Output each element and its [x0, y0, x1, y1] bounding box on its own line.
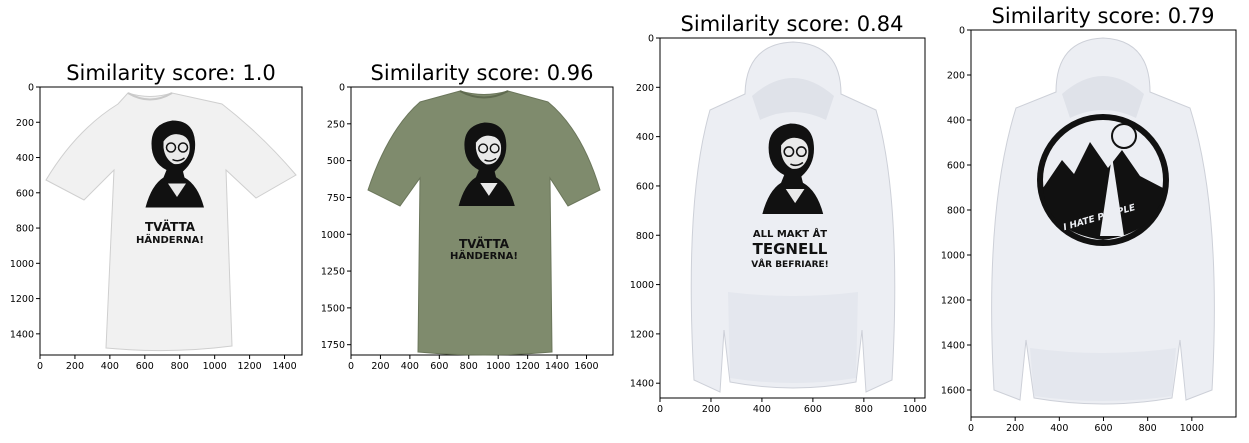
- panel-2-ytick-label: 0: [339, 83, 345, 94]
- panel-2-xtick-label: 1000: [486, 361, 510, 372]
- panel-1-ytick-label: 1200: [10, 294, 34, 305]
- panel-3-ytick-label: 600: [636, 181, 654, 192]
- panel-2: Similarity score: 0.96 TVÄTTA HÄNDERNA! …: [321, 61, 614, 373]
- panel-3-xtick-label: 400: [753, 404, 771, 415]
- panel-4-ytick-label: 0: [959, 26, 965, 37]
- panel-1-ytick-label: 400: [16, 153, 34, 164]
- panel-3-print-line-1: ALL MAKT ÅT: [753, 227, 827, 240]
- panel-4-ytick-label: 1400: [941, 341, 965, 352]
- panel-3-xtick-label: 0: [657, 404, 663, 415]
- panel-1-xtick-label: 400: [101, 361, 119, 372]
- panel-2-xtick-label: 1600: [574, 361, 598, 372]
- panel-1-xtick-label: 0: [37, 361, 43, 372]
- panel-1-ytick-label: 800: [16, 224, 34, 235]
- panel-4-image: I HATE PEOPLE: [991, 37, 1215, 405]
- panel-2-ytick-label: 1250: [321, 267, 345, 278]
- panel-3-ytick-label: 800: [636, 231, 654, 242]
- panel-2-xtick-label: 0: [348, 361, 354, 372]
- panel-2-ytick-label: 1750: [321, 340, 345, 351]
- panel-2-print-line-2: HÄNDERNA!: [450, 248, 518, 262]
- panel-3-ytick-label: 1200: [630, 329, 654, 340]
- panel-1-print-line-1: TVÄTTA: [145, 219, 196, 234]
- panel-2-ticks: 0 200 400 600 800 1000 1200 1400 1600 0 250 500 750 1…: [321, 83, 599, 373]
- panel-4-xtick-label: 0: [968, 423, 974, 434]
- panel-4-ytick-label: 1000: [941, 251, 965, 262]
- panel-1-xtick-label: 1400: [272, 361, 296, 372]
- panel-1-xtick-label: 1200: [238, 361, 262, 372]
- panel-1-xtick-label: 800: [171, 361, 189, 372]
- panel-3-xtick-label: 200: [702, 404, 720, 415]
- panel-4-ytick-label: 1200: [941, 296, 965, 307]
- panel-2-xtick-label: 600: [430, 361, 448, 372]
- panel-3-ytick-label: 0: [648, 34, 654, 45]
- panel-3-print-line-3: VÅR BEFRIARE!: [751, 259, 829, 270]
- panel-4-xtick-label: 200: [1006, 423, 1024, 434]
- panel-4-ytick-label: 800: [947, 206, 965, 217]
- panel-4-ytick-label: 600: [947, 161, 965, 172]
- panel-4-xtick-label: 800: [1139, 423, 1157, 434]
- panel-2-ytick-label: 500: [327, 156, 345, 167]
- panel-4-xtick-label: 1000: [1180, 423, 1204, 434]
- panel-4-ytick-label: 200: [947, 71, 965, 82]
- panel-4-ticks: 0 200 400 600 800 1000 0 200 400 600 800 1000 1200 14…: [941, 26, 1204, 435]
- panel-2-ytick-label: 750: [327, 193, 345, 204]
- panel-2-title: Similarity score: 0.96: [371, 61, 594, 85]
- panel-1-ytick-label: 1000: [10, 259, 34, 270]
- panel-3-image: ALL MAKT ÅT TEGNELL VÅR BEFRIARE!: [690, 41, 896, 393]
- panel-1-ytick-label: 200: [16, 118, 34, 129]
- panel-2-xtick-label: 800: [460, 361, 478, 372]
- panel-3-ytick-label: 1000: [630, 280, 654, 291]
- panel-2-xtick-label: 200: [371, 361, 389, 372]
- panel-2-image: TVÄTTA HÄNDERNA!: [367, 90, 601, 356]
- panel-3-ytick-label: 400: [636, 132, 654, 143]
- panel-1-xtick-label: 600: [136, 361, 154, 372]
- panel-4-xtick-label: 600: [1094, 423, 1112, 434]
- panel-2-xtick-label: 400: [401, 361, 419, 372]
- panel-2-print-line-1: TVÄTTA: [459, 236, 510, 251]
- panel-3-ytick-label: 200: [636, 83, 654, 94]
- panel-1-title: Similarity score: 1.0: [66, 61, 276, 85]
- panel-4-ytick-label: 1600: [941, 386, 965, 397]
- panel-3-xtick-label: 600: [804, 404, 822, 415]
- panel-2-ytick-label: 1000: [321, 230, 345, 241]
- panel-4-print: I HATE PEOPLE: [1037, 114, 1169, 246]
- panel-1-ytick-label: 1400: [10, 329, 34, 340]
- panel-1-xtick-label: 1000: [203, 361, 227, 372]
- panel-1-ytick-label: 0: [28, 83, 34, 94]
- panel-3-title: Similarity score: 0.84: [681, 12, 904, 36]
- panel-3-ytick-label: 1400: [630, 379, 654, 390]
- panel-4-ytick-label: 400: [947, 116, 965, 127]
- panel-3-ticks: 0 200 400 600 800 1000 0 200 400 600 800 1000 1200 14…: [630, 34, 927, 416]
- panel-2-ytick-label: 250: [327, 119, 345, 130]
- panel-2-xtick-label: 1400: [545, 361, 569, 372]
- panel-3-xtick-label: 800: [855, 404, 873, 415]
- panel-3: Similarity score: 0.84 ALL MAKT ÅT TEGNE…: [630, 12, 927, 415]
- panel-4-xtick-label: 400: [1050, 423, 1068, 434]
- panel-1-print-line-2: HÄNDERNA!: [136, 232, 204, 246]
- panel-2-xtick-label: 1200: [516, 361, 540, 372]
- panel-3-print-line-2: TEGNELL: [753, 240, 828, 258]
- panel-1-xtick-label: 200: [66, 361, 84, 372]
- panel-1: Similarity score: 1.0 TVÄTTA HÄNDERNA! 0…: [10, 61, 303, 373]
- panel-3-xtick-label: 1000: [903, 404, 927, 415]
- panel-4-title: Similarity score: 0.79: [992, 4, 1215, 28]
- panel-2-ytick-label: 1500: [321, 303, 345, 314]
- panel-1-ytick-label: 600: [16, 188, 34, 199]
- panel-4: Similarity score: 0.79 I HATE PEOPLE 0 20…: [941, 4, 1237, 435]
- panel-1-ticks: 0 200 400 600 800 1000 1200 1400 0 200 400 600 800 10…: [10, 83, 297, 373]
- panel-1-image: TVÄTTA HÄNDERNA!: [45, 92, 297, 352]
